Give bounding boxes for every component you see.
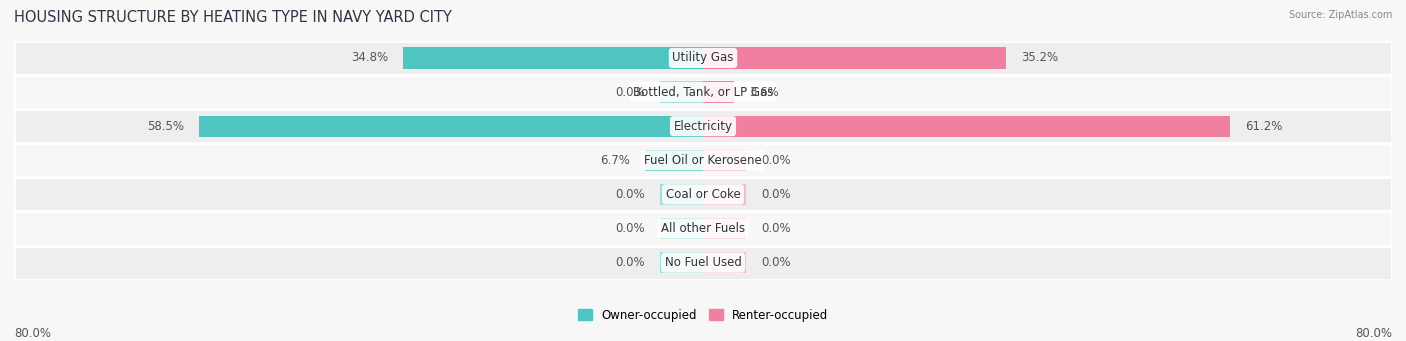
Bar (703, 150, 747, 171)
Text: 0.0%: 0.0% (762, 188, 792, 201)
Bar (659, 218, 703, 239)
Bar (703, 252, 747, 273)
Text: Bottled, Tank, or LP Gas: Bottled, Tank, or LP Gas (633, 86, 773, 99)
Bar (14, 109, 1392, 143)
Bar (703, 81, 734, 103)
Bar (14, 211, 1392, 246)
Text: 61.2%: 61.2% (1246, 120, 1282, 133)
Bar (14, 75, 1392, 109)
Text: All other Fuels: All other Fuels (661, 222, 745, 235)
Text: No Fuel Used: No Fuel Used (665, 256, 741, 269)
Bar (14, 41, 1392, 75)
Text: 3.6%: 3.6% (749, 86, 779, 99)
Bar (404, 47, 703, 69)
Bar (659, 184, 703, 205)
Text: 6.7%: 6.7% (600, 154, 630, 167)
Bar (703, 184, 747, 205)
Text: Electricity: Electricity (673, 120, 733, 133)
Bar (645, 150, 703, 171)
Text: 0.0%: 0.0% (614, 188, 644, 201)
Bar (703, 218, 747, 239)
Bar (659, 252, 703, 273)
Text: 34.8%: 34.8% (350, 51, 388, 64)
Text: Fuel Oil or Kerosene: Fuel Oil or Kerosene (644, 154, 762, 167)
Text: Source: ZipAtlas.com: Source: ZipAtlas.com (1288, 10, 1392, 20)
Text: 0.0%: 0.0% (762, 256, 792, 269)
Bar (14, 177, 1392, 211)
Legend: Owner-occupied, Renter-occupied: Owner-occupied, Renter-occupied (572, 304, 834, 326)
Bar (200, 116, 703, 137)
Text: Utility Gas: Utility Gas (672, 51, 734, 64)
Bar (659, 81, 703, 103)
Bar (703, 116, 1230, 137)
Text: 0.0%: 0.0% (614, 256, 644, 269)
Bar (703, 47, 1007, 69)
Text: 0.0%: 0.0% (614, 86, 644, 99)
Text: 80.0%: 80.0% (14, 327, 51, 340)
Bar (14, 246, 1392, 280)
Bar (14, 143, 1392, 177)
Text: Coal or Coke: Coal or Coke (665, 188, 741, 201)
Text: 0.0%: 0.0% (614, 222, 644, 235)
Text: 35.2%: 35.2% (1022, 51, 1059, 64)
Text: 0.0%: 0.0% (762, 154, 792, 167)
Text: HOUSING STRUCTURE BY HEATING TYPE IN NAVY YARD CITY: HOUSING STRUCTURE BY HEATING TYPE IN NAV… (14, 10, 451, 25)
Text: 58.5%: 58.5% (146, 120, 184, 133)
Text: 0.0%: 0.0% (762, 222, 792, 235)
Text: 80.0%: 80.0% (1355, 327, 1392, 340)
